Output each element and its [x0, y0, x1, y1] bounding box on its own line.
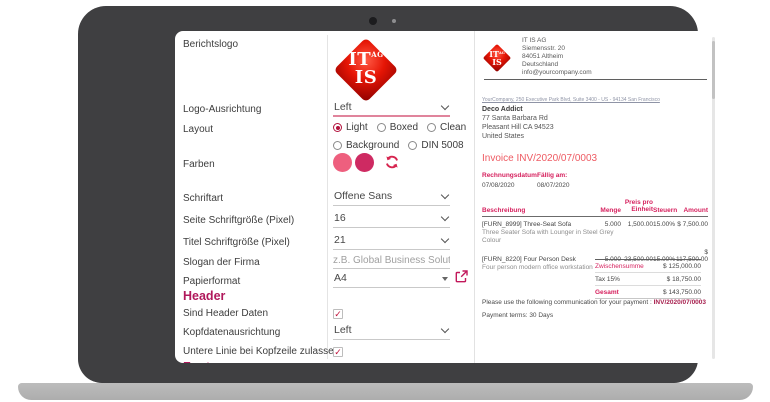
radio-icon: [427, 123, 437, 132]
external-link-icon[interactable]: [455, 270, 468, 283]
logo-align-label: Logo-Ausrichtung: [183, 104, 262, 115]
col-description: Beschreibung: [482, 206, 526, 214]
totals-block: Zwischensumme $ 125,000.00 Tax 15% $ 18,…: [595, 259, 701, 299]
layout-label: Layout: [183, 124, 214, 135]
chevron-down-icon: [440, 212, 450, 222]
header-data-label: Sind Header Daten: [183, 308, 269, 319]
invoice-date-label: Rechnungsdatum:: [482, 172, 540, 179]
layout-radio-row-1: Light Boxed Clean: [333, 122, 466, 133]
invoice-date-value: 07/08/2020: [482, 182, 515, 189]
total-row: Gesamt $ 143,750.00: [595, 286, 701, 299]
header-line-checkbox[interactable]: ✓: [333, 347, 343, 357]
laptop-base: [18, 383, 753, 400]
tax-row: Tax 15% $ 18,750.00: [595, 273, 701, 286]
table-row: [FURN_8999] Three-Seat Sofa 5.000 1,500.…: [482, 220, 708, 245]
camera-led-icon: [392, 19, 396, 23]
header-data-checkbox[interactable]: ✓: [333, 309, 343, 319]
refresh-colors-icon[interactable]: [385, 155, 399, 169]
chevron-down-icon: [440, 190, 450, 200]
color-swatch-primary[interactable]: [333, 153, 352, 172]
report-logo-label: Berichtslogo: [183, 39, 239, 50]
logo-align-select[interactable]: Left: [333, 100, 450, 117]
camera-icon: [369, 17, 377, 25]
header-line-label: Untere Linie bei Kopfzeile zulassen: [183, 346, 340, 357]
check-icon: ✓: [334, 309, 342, 319]
customer-country: United States: [482, 133, 525, 140]
header-section-title: Header: [183, 289, 226, 303]
radio-din5008[interactable]: DIN 5008: [408, 140, 464, 151]
radio-light[interactable]: Light: [333, 122, 368, 133]
font-label: Schriftart: [183, 193, 224, 204]
page-font-size-label: Seite Schriftgröße (Pixel): [183, 215, 295, 226]
customer-city: Pleasant Hill CA 94523: [482, 124, 554, 131]
col-unit-price: Preis pro Einheit: [624, 199, 653, 214]
chevron-down-icon: [440, 234, 450, 244]
chevron-down-icon: [440, 324, 450, 334]
radio-icon: [333, 141, 342, 150]
company-street: Siemensstr. 20: [522, 45, 565, 52]
header-align-select[interactable]: Left: [333, 323, 450, 340]
chevron-down-icon: [440, 101, 450, 111]
invoice-preview: ITAG IS IT IS AG Siemensstr. 20 84051 Alt…: [475, 31, 751, 363]
radio-icon: [376, 123, 386, 132]
color-swatch-secondary[interactable]: [355, 153, 374, 172]
preview-scrollbar[interactable]: [712, 37, 715, 359]
payment-reference: INV/2020/07/0003: [653, 299, 707, 306]
col-amount: Amount: [683, 206, 708, 214]
logo-text-bottom: IS: [354, 67, 378, 88]
logo-text-top: IT: [348, 49, 372, 70]
radio-clean[interactable]: Clean: [427, 122, 466, 133]
radio-background[interactable]: Background: [333, 140, 399, 151]
font-select[interactable]: Offene Sans: [333, 189, 450, 206]
company-country: Deutschland: [522, 61, 559, 68]
preview-company-logo: ITAG IS: [482, 43, 512, 73]
form-column-divider: [327, 35, 328, 359]
payment-terms: Payment terms: 30 Days: [482, 312, 554, 319]
subtotal-row: Zwischensumme $ 125,000.00: [595, 259, 701, 273]
footer-section-title: Footer: [183, 360, 222, 363]
customer-street: 77 Santa Barbara Rd: [482, 115, 548, 122]
panel-divider: [474, 31, 475, 363]
radio-boxed[interactable]: Boxed: [376, 122, 418, 133]
page-font-size-select[interactable]: 16: [333, 211, 450, 228]
due-date-value: 08/07/2020: [537, 182, 570, 189]
radio-icon: [408, 141, 418, 150]
check-icon: ✓: [334, 347, 342, 357]
preview-scrollbar-thumb[interactable]: [712, 41, 715, 99]
payment-note: Please use the following communication f…: [482, 299, 707, 306]
title-font-size-select[interactable]: 21: [333, 233, 450, 250]
col-tax: Steuern: [653, 206, 678, 214]
colors-label: Farben: [183, 159, 215, 170]
company-address-block: IT IS AG Siemensstr. 20 84051 Altheim De…: [522, 37, 592, 77]
paper-format-label: Papierformat: [183, 276, 241, 287]
customer-address-block: Deco Addict 77 Santa Barbara Rd Pleasant…: [482, 105, 554, 141]
col-qty: Menge: [600, 206, 621, 214]
layout-radio-row-2: Background DIN 5008: [333, 140, 464, 151]
laptop-bezel: Berichtslogo ITAG IS Logo-Ausrichtung Lef…: [78, 6, 751, 383]
caret-down-icon: [442, 277, 448, 281]
title-font-size-label: Titel Schriftgröße (Pixel): [183, 237, 290, 248]
app-screen: Berichtslogo ITAG IS Logo-Ausrichtung Lef…: [175, 31, 751, 363]
logo-text-ag: AG: [371, 50, 384, 59]
company-name: IT IS AG: [522, 37, 547, 44]
header-rule: [484, 79, 707, 80]
slogan-input[interactable]: [333, 252, 450, 269]
paper-format-select[interactable]: A4: [333, 271, 450, 288]
customer-name: Deco Addict: [482, 106, 523, 113]
company-email: info@yourcompany.com: [522, 69, 592, 76]
due-date-label: Fällig am:: [537, 172, 568, 179]
company-city: 84051 Altheim: [522, 53, 564, 60]
company-logo[interactable]: ITAG IS: [333, 37, 399, 103]
table-header-row: Beschreibung Menge Preis pro Einheit Ste…: [482, 199, 708, 217]
slogan-label: Slogan der Firma: [183, 257, 260, 268]
invoice-title: Invoice INV/2020/07/0003: [482, 153, 598, 164]
company-footer-line: YourCompany, 250 Executive Park Blvd, Su…: [482, 97, 660, 103]
radio-icon: [333, 123, 342, 132]
header-align-label: Kopfdatenausrichtung: [183, 327, 281, 338]
